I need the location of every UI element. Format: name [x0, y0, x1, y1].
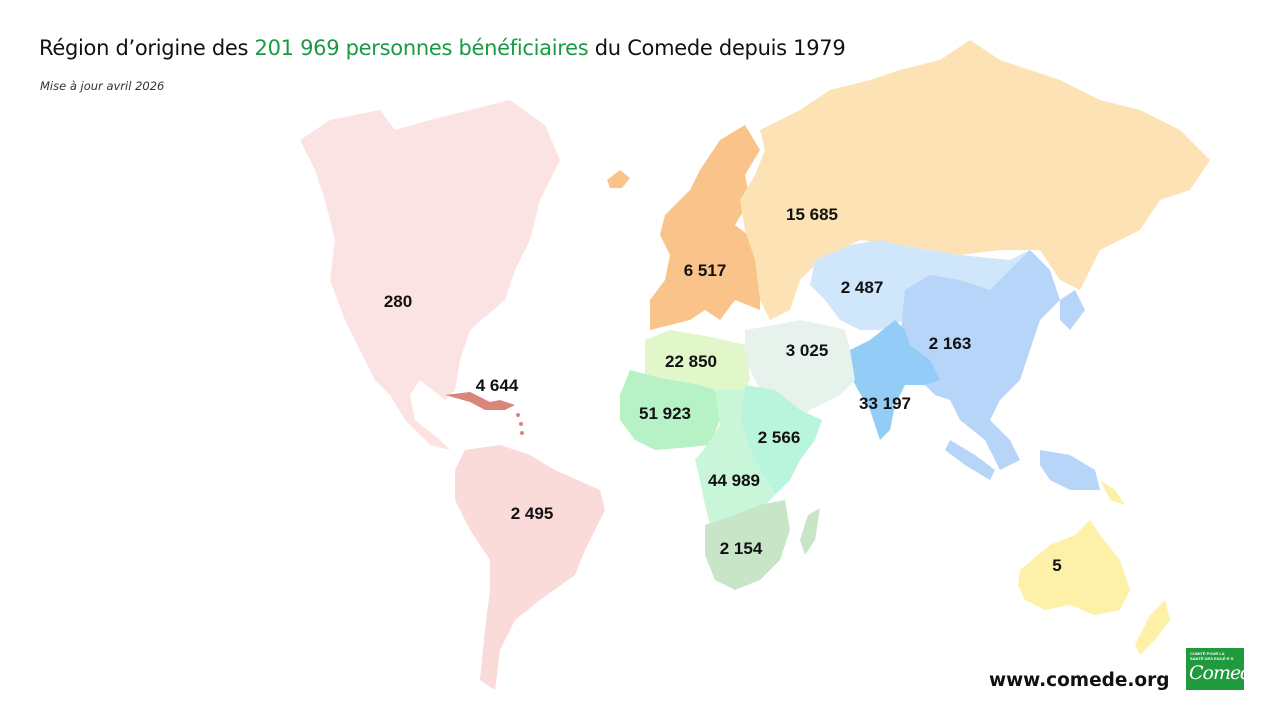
region-east-asia[interactable] [900, 250, 1060, 470]
region-oceania[interactable] [1018, 520, 1130, 615]
region-russia[interactable] [740, 40, 1210, 320]
label-southern-africa: 2 154 [719, 539, 763, 558]
title-prefix: Région d’origine des [39, 36, 255, 60]
region-central-africa[interactable] [695, 390, 775, 525]
caribbean-island [520, 431, 524, 435]
label-central-asia: 2 487 [840, 278, 884, 297]
east-asia-islands [1040, 450, 1100, 490]
label-middle-east: 3 025 [785, 341, 829, 360]
region-southern-africa[interactable] [705, 500, 790, 590]
region-south-asia[interactable] [850, 320, 940, 440]
label-west-africa: 51 923 [639, 404, 691, 423]
label-north-america: 280 [383, 292, 413, 311]
label-south-asia: 33 197 [859, 394, 911, 413]
region-south-america[interactable] [455, 445, 605, 690]
logo-tagline: COMITÉ POUR LA SANTÉ DES EXILÉ·E·S [1190, 651, 1234, 661]
label-south-america: 2 495 [510, 504, 554, 523]
update-date: Mise à jour avril 2026 [40, 79, 165, 93]
logo-wordmark: Comede [1189, 662, 1263, 684]
png [1100, 480, 1125, 505]
label-east-asia: 2 163 [928, 334, 972, 353]
east-asia-islands [945, 440, 995, 480]
region-west-africa[interactable] [620, 370, 720, 450]
comede-logo: COMITÉ POUR LA SANTÉ DES EXILÉ·E·S Comede [1186, 648, 1263, 690]
region-east-africa[interactable] [740, 385, 822, 495]
title-highlight: 201 969 personnes bénéficiaires [254, 36, 589, 60]
website-link[interactable]: www.comede.org [989, 670, 1170, 691]
region-north-america[interactable] [300, 100, 560, 450]
label-central-africa: 44 989 [708, 471, 760, 490]
label-north-africa: 22 850 [665, 352, 717, 371]
caribbean-island [516, 413, 520, 417]
page-title: Région d’origine des 201 969 personnes b… [39, 36, 846, 60]
label-east-africa: 2 566 [757, 428, 801, 447]
label-russia: 15 685 [786, 205, 838, 224]
label-europe-west: 6 517 [683, 261, 727, 280]
label-caribbean: 4 644 [475, 376, 519, 395]
iceland [607, 170, 630, 188]
new-zealand [1135, 600, 1170, 655]
label-oceania: 5 [1052, 556, 1062, 575]
region-caribbean[interactable] [445, 392, 515, 410]
region-north-africa[interactable] [645, 330, 750, 390]
japan [1060, 290, 1085, 330]
region-europe-west[interactable] [650, 125, 760, 330]
madagascar [800, 508, 820, 555]
title-suffix: du Comede depuis 1979 [588, 36, 846, 60]
caribbean-island [519, 422, 523, 426]
